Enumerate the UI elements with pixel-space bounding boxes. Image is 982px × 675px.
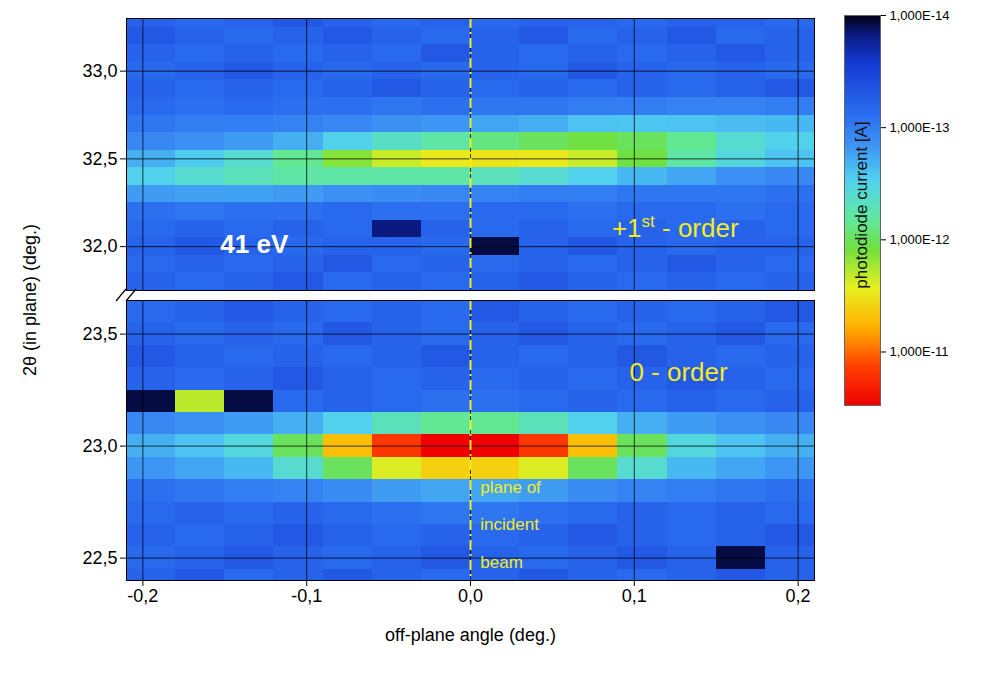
- svg-text:off-plane angle (deg.): off-plane angle (deg.): [385, 625, 556, 645]
- svg-text:23,0: 23,0: [82, 436, 117, 456]
- svg-text:-0,2: -0,2: [127, 586, 158, 606]
- svg-text:32,0: 32,0: [82, 236, 117, 256]
- svg-text:1,000E-14: 1,000E-14: [890, 8, 950, 23]
- svg-text:23,5: 23,5: [82, 324, 117, 344]
- html-text:photodiode current [A]: photodiode current [A]: [852, 121, 871, 289]
- svg-text:32,5: 32,5: [82, 149, 117, 169]
- svg-text:1,000E-13: 1,000E-13: [890, 120, 950, 135]
- svg-text:0 - order: 0 - order: [629, 357, 728, 387]
- svg-text:33,0: 33,0: [82, 61, 117, 81]
- svg-text:plane ofincidentbeam: plane ofincidentbeam: [480, 478, 541, 572]
- svg-text:+1st - order: +1st - order: [612, 212, 739, 243]
- svg-text:-0,1: -0,1: [291, 586, 322, 606]
- html-text:2θ (in plane) (deg.): 2θ (in plane) (deg.): [19, 224, 40, 376]
- svg-text:0,1: 0,1: [622, 586, 647, 606]
- svg-text:22,5: 22,5: [82, 548, 117, 568]
- svg-text:1,000E-12: 1,000E-12: [890, 232, 950, 247]
- svg-text:1,000E-11: 1,000E-11: [890, 344, 949, 359]
- svg-text:0,2: 0,2: [786, 586, 811, 606]
- svg-text:41 eV: 41 eV: [220, 229, 289, 259]
- svg-text:0,0: 0,0: [458, 586, 483, 606]
